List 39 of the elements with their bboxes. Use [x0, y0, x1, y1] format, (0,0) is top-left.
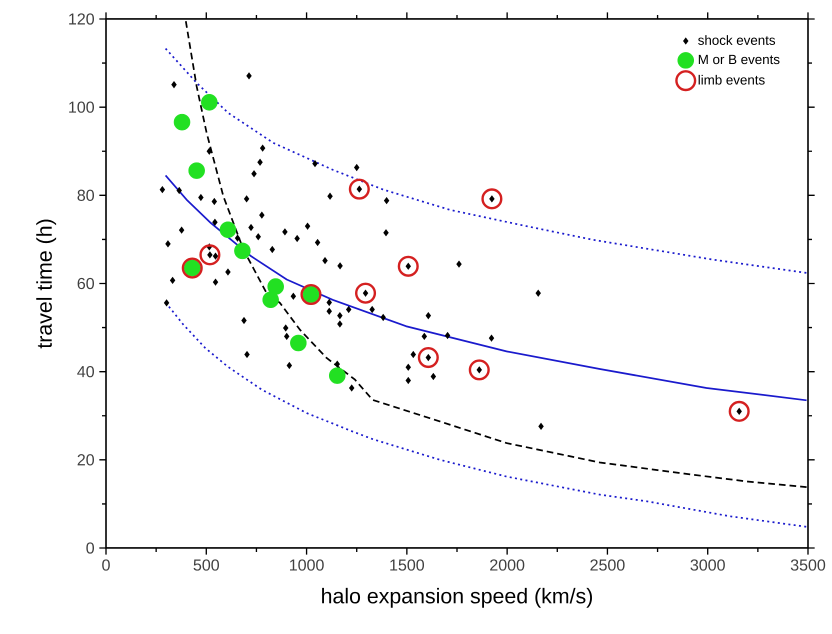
point: [468, 359, 490, 380]
y-axis-title: travel time (h): [36, 220, 56, 348]
y-tick-label: 0: [86, 542, 94, 554]
y-tick-label: 100: [69, 101, 94, 113]
x-tick-label: 0: [102, 559, 110, 571]
y-tick-label: 80: [78, 190, 94, 201]
x-tick-label: 3500: [790, 559, 826, 571]
legend-label: limb events: [698, 74, 765, 85]
point: [201, 94, 218, 111]
line-series: [164, 48, 808, 274]
point: [220, 221, 236, 238]
y-tick-label: 120: [69, 13, 94, 25]
point: [348, 178, 370, 200]
y-tick-label: 20: [78, 454, 94, 466]
point: [328, 367, 346, 384]
point: [199, 244, 220, 266]
point: [355, 282, 376, 304]
point: [481, 188, 502, 210]
point: [290, 334, 307, 352]
y-tick-label: 40: [77, 366, 94, 378]
y-tick-label: 60: [78, 278, 94, 290]
point: [418, 347, 439, 368]
legend-label: M or B events: [698, 54, 780, 64]
point: [174, 114, 190, 130]
point: [262, 292, 279, 308]
x-tick-label: 500: [194, 559, 220, 571]
point: [188, 162, 205, 179]
x-tick-label: 1500: [390, 559, 424, 571]
x-tick-label: 1000: [290, 559, 324, 571]
point: [267, 278, 284, 295]
x-axis-title: halo expansion speed (km/s): [322, 588, 592, 608]
point: [234, 242, 251, 260]
x-tick-label: 2500: [590, 559, 625, 571]
x-tick-label: 2000: [490, 559, 524, 571]
x-tick-label: 3000: [690, 559, 725, 571]
line-series: [164, 174, 808, 402]
legend-label: shock events: [698, 35, 776, 45]
point: [728, 400, 750, 422]
point: [398, 256, 419, 277]
